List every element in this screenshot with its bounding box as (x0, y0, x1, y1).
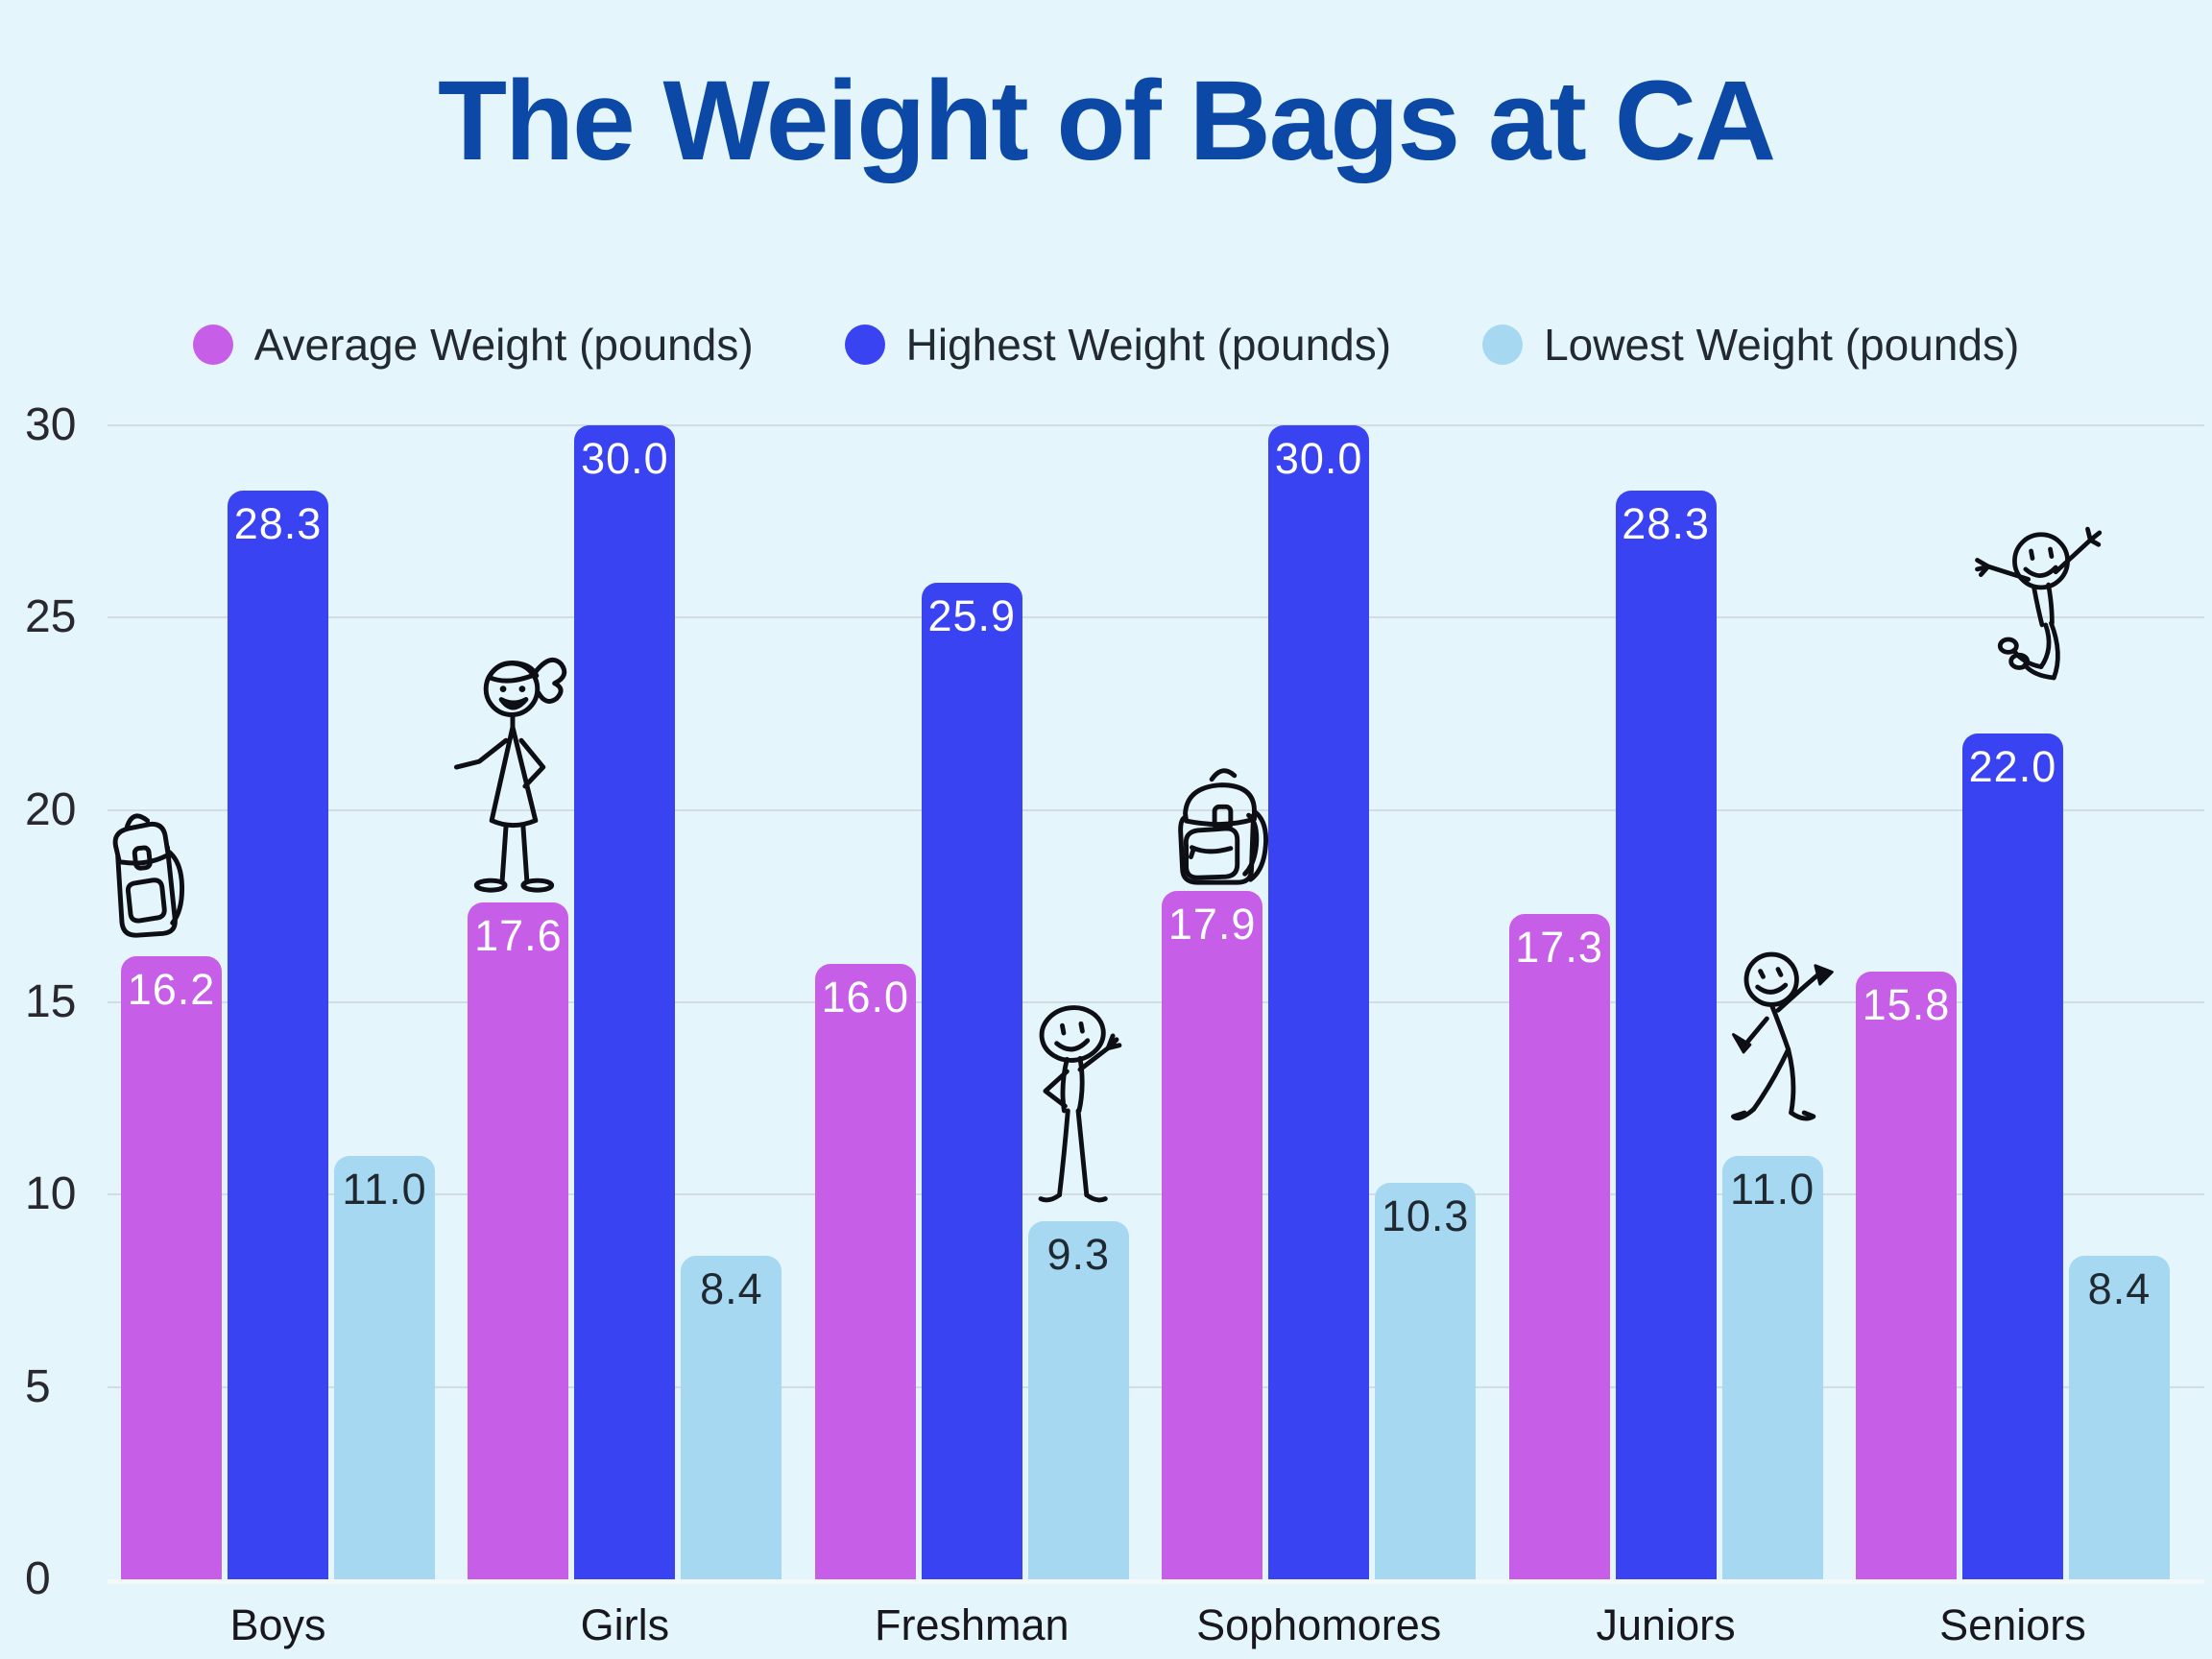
bar-value-label: 25.9 (927, 591, 1017, 641)
legend-dot-average (192, 325, 233, 365)
bar-highest-freshman: 25.9 (921, 583, 1022, 1579)
gridline-30 (108, 424, 2204, 426)
bar-average-sophomores: 17.9 (1162, 768, 1269, 1579)
bar-average-girls: 17.6 (454, 657, 569, 1579)
dancing-stick-figure-doodle (1730, 951, 1834, 1121)
y-tick-label-15: 15 (25, 976, 77, 1027)
bar-value-label: 11.0 (1729, 1165, 1815, 1214)
y-tick-label-5: 5 (25, 1360, 51, 1412)
bar-average-freshman: 16.0 (814, 963, 916, 1579)
bar-value-label: 17.3 (1515, 922, 1603, 972)
x-axis-label-juniors: Juniors (1596, 1600, 1736, 1649)
bar-lowest-seniors: 8.4 (2068, 1256, 2170, 1579)
bar-value-label: 17.6 (474, 910, 563, 960)
plot-area: 16.2 28.3 11.0 Boys 17.6 30.0 8.4 (112, 425, 2170, 1649)
bar-group-juniors: 17.3 28.3 11.0 Juniors (1508, 425, 1834, 1649)
bar-group-boys: 16.2 28.3 11.0 Boys (112, 425, 435, 1649)
legend-dot-lowest (1482, 325, 1524, 365)
girl-stick-figure-doodle (454, 657, 567, 893)
bar-average-seniors: 15.8 (1855, 971, 1957, 1579)
bar-value-label: 30.0 (581, 434, 669, 483)
bar-value-label: 16.0 (821, 972, 910, 1022)
bar-value-label: 15.8 (1862, 979, 1951, 1029)
legend-label: Highest Weight (pounds) (905, 320, 1392, 370)
backpack-doodle (1178, 768, 1269, 885)
waving-stick-figure-doodle (1038, 1005, 1122, 1203)
bar-group-freshman: 16.0 25.9 9.3 Freshman (814, 425, 1129, 1649)
gridline-10 (108, 1193, 2204, 1196)
legend-item-lowest-weight-pounds: Lowest Weight (pounds) (1482, 319, 2019, 371)
x-axis-label-boys: Boys (229, 1600, 326, 1649)
y-tick-label-0: 0 (25, 1553, 51, 1604)
gridline-15 (108, 1001, 2204, 1003)
legend-label: Average Weight (pounds) (253, 320, 754, 370)
y-tick-label-20: 20 (25, 783, 77, 835)
y-axis: 0 5 10 15 20 25 30 (25, 402, 102, 1602)
bar-lowest-girls: 8.4 (681, 1256, 782, 1579)
bar-highest-seniors: 22.0 (1961, 526, 2103, 1579)
grid-layer (108, 424, 2204, 1584)
legend-dot-highest (844, 325, 885, 365)
bar-value-label: 30.0 (1274, 434, 1363, 483)
bar-highest-juniors: 28.3 (1615, 491, 1717, 1579)
bar-value-label: 8.4 (2087, 1264, 2152, 1314)
legend: Average Weight (pounds) Highest Weight (p… (0, 319, 2212, 371)
bar-highest-girls: 30.0 (574, 425, 676, 1579)
bar-average-juniors: 17.3 (1508, 913, 1610, 1579)
bar-lowest-sophomores: 10.3 (1375, 1183, 1477, 1579)
legend-label: Lowest Weight (pounds) (1544, 320, 2020, 370)
y-tick-label-10: 10 (25, 1168, 77, 1220)
bar-highest-sophomores: 30.0 (1268, 425, 1370, 1579)
jumping-stick-figure-doodle (1975, 526, 2103, 680)
x-axis-label-seniors: Seniors (1939, 1600, 2086, 1649)
bar-highest-boys: 28.3 (228, 491, 328, 1579)
bar-value-label: 28.3 (1622, 499, 1710, 549)
bar-value-label: 8.4 (700, 1264, 763, 1314)
bar-group-sophomores: 17.9 30.0 10.3 Sophomores (1162, 425, 1477, 1649)
y-tick-label-25: 25 (25, 591, 77, 643)
bar-lowest-freshman: 9.3 (1027, 1005, 1129, 1579)
x-axis-label-freshman: Freshman (874, 1600, 1070, 1649)
gridline-20 (108, 808, 2204, 811)
gridline-25 (108, 616, 2204, 619)
legend-item-average-weight-pounds: Average Weight (pounds) (192, 319, 754, 371)
bar-value-label: 17.9 (1167, 899, 1257, 949)
bar-value-label: 9.3 (1046, 1230, 1111, 1280)
backpack-small-doodle (112, 813, 184, 938)
bar-lowest-juniors: 11.0 (1721, 951, 1834, 1579)
bar-group-seniors: 15.8 22.0 8.4 Seniors (1855, 425, 2170, 1649)
bar-group-girls: 17.6 30.0 8.4 Girls (454, 425, 782, 1649)
bar-value-label: 22.0 (1968, 741, 2057, 791)
bar-value-label: 10.3 (1381, 1191, 1470, 1241)
page-title: The Weight of Bags at CA (437, 58, 1776, 184)
x-axis-label-sophomores: Sophomores (1196, 1600, 1442, 1649)
bar-lowest-boys: 11.0 (334, 1156, 435, 1579)
legend-item-highest-weight-pounds: Highest Weight (pounds) (844, 319, 1392, 371)
bar-average-boys: 16.2 (112, 813, 222, 1579)
bar-value-label: 16.2 (127, 964, 216, 1014)
x-axis-baseline (108, 1579, 2204, 1584)
bar-value-label: 11.0 (342, 1165, 427, 1214)
y-tick-label-30: 30 (25, 399, 77, 450)
x-axis-label-girls: Girls (580, 1600, 670, 1649)
gridline-5 (108, 1385, 2204, 1388)
bar-value-label: 28.3 (233, 499, 323, 549)
